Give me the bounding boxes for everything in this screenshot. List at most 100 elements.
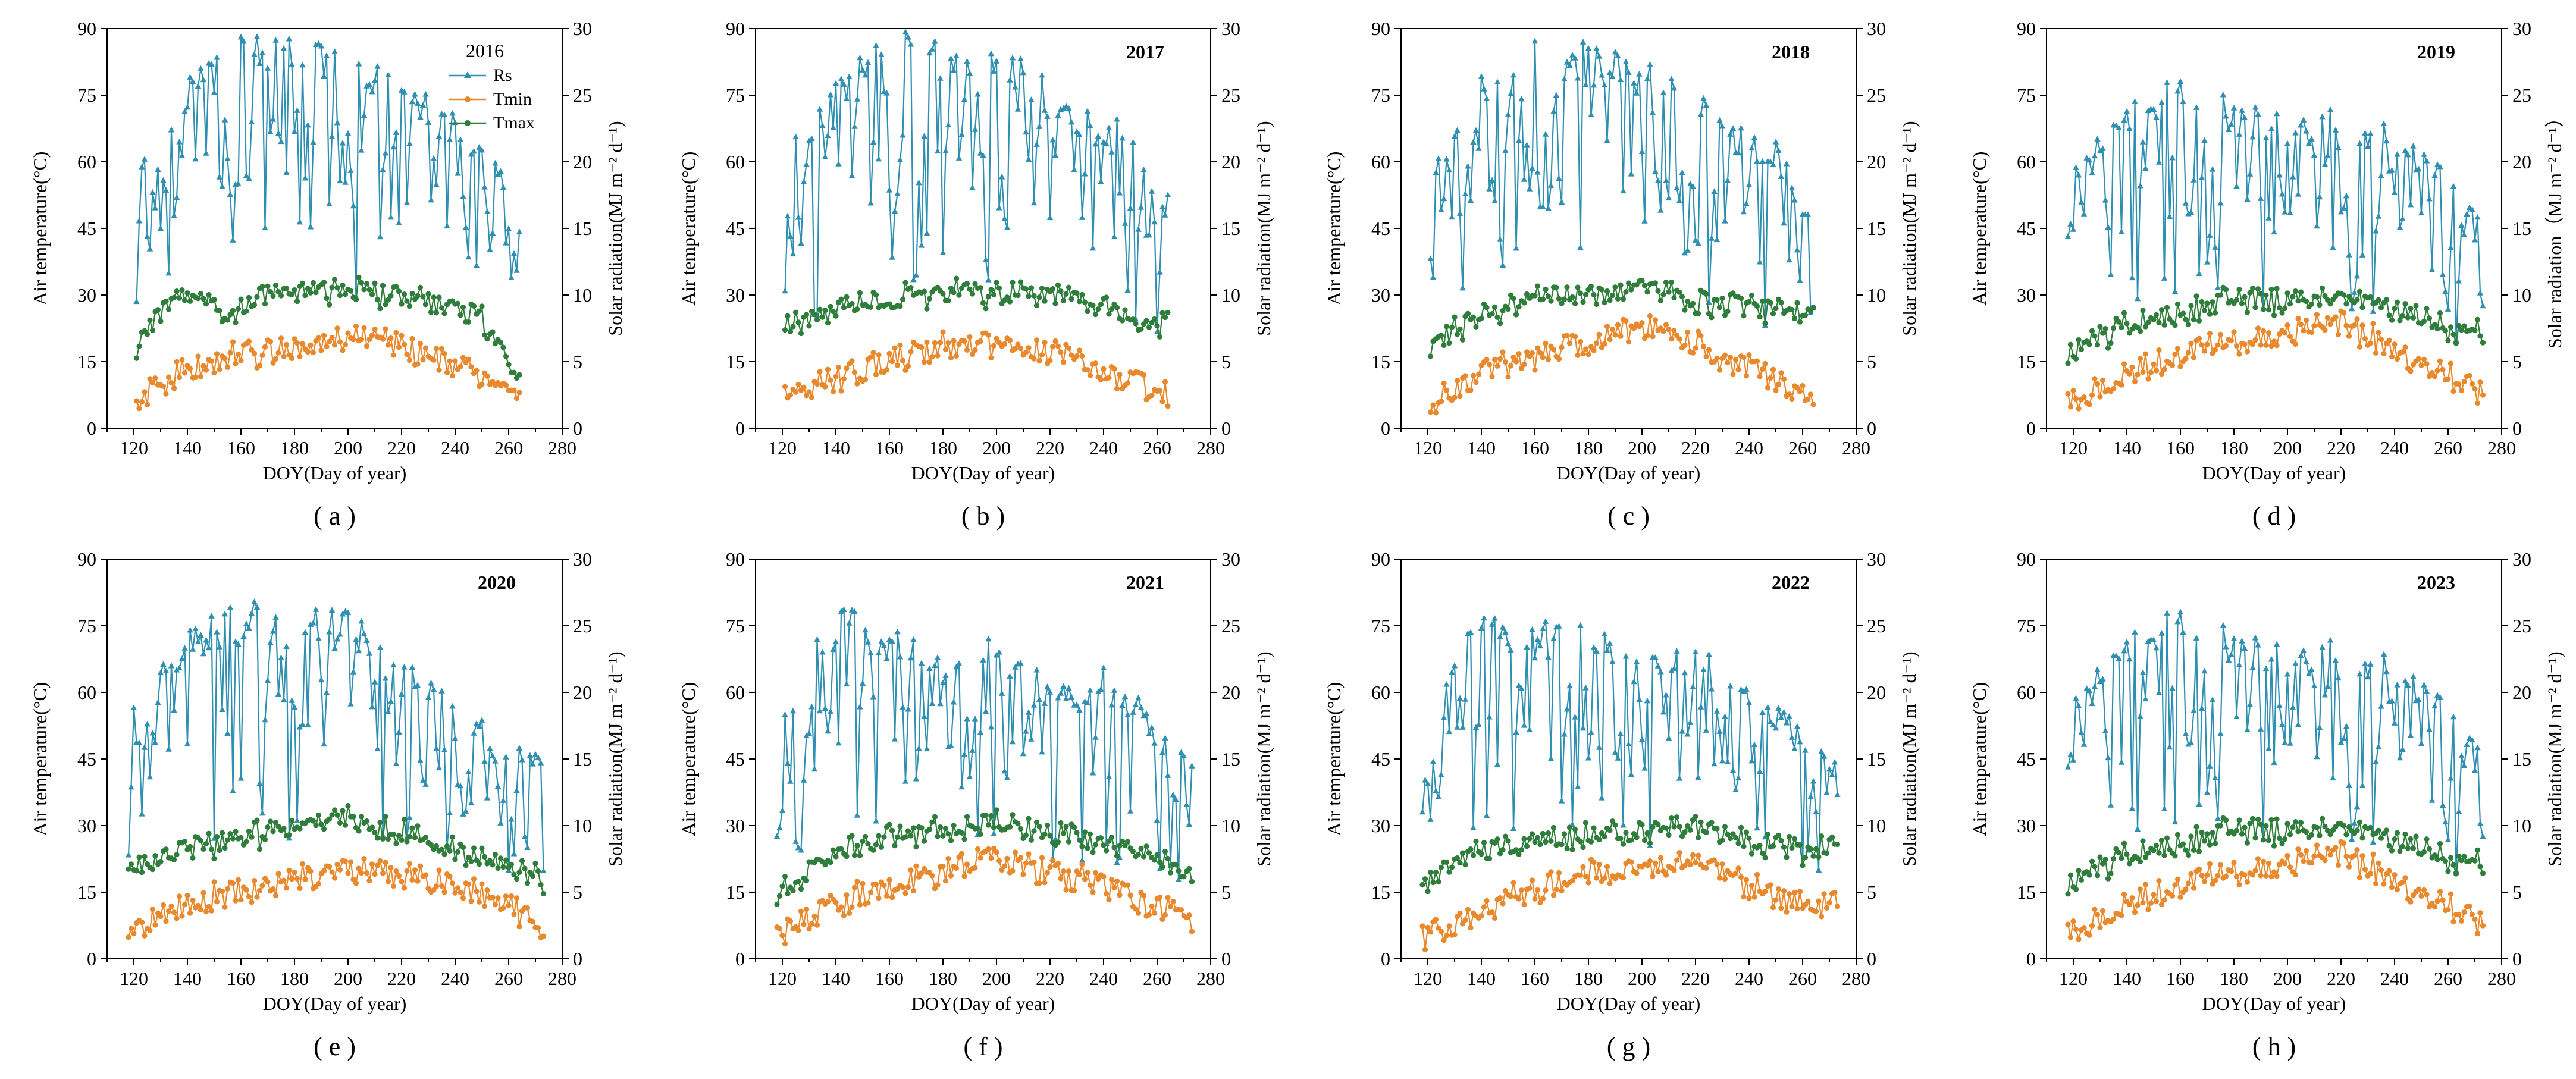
tmin-point: [2274, 343, 2280, 349]
rs-point: [235, 641, 242, 647]
tmin-point: [455, 885, 461, 891]
tmax-point: [1513, 312, 1519, 318]
tmin-point: [404, 868, 410, 874]
tmax-point: [2207, 311, 2213, 317]
rs-point: [510, 850, 518, 857]
rs-point: [1762, 833, 1769, 840]
tmax-point: [224, 837, 231, 843]
rs-point: [1558, 199, 1565, 205]
series-tmin-2016: [133, 323, 522, 412]
rs-point: [1020, 69, 1027, 76]
tmax-point: [270, 293, 276, 299]
tmax-point: [1049, 286, 1056, 292]
tmin-point: [142, 933, 148, 939]
rs-point: [980, 657, 986, 663]
rs-point: [264, 677, 271, 683]
tmin-point: [2402, 344, 2408, 350]
tmax-point: [964, 281, 970, 287]
rs-point: [985, 635, 992, 642]
tmax-point: [1674, 814, 1680, 820]
tmax-point: [217, 308, 222, 314]
rs-point: [1079, 857, 1086, 863]
tmax-point: [857, 852, 863, 858]
x-axis-title: DOY(Day of year): [263, 462, 407, 484]
tmax-point: [1660, 291, 1666, 297]
rs-point: [1756, 768, 1763, 774]
rs-point: [2145, 638, 2152, 644]
series-line-tmax: [1421, 814, 1838, 892]
tmin-point: [2298, 321, 2304, 327]
rs-point: [363, 637, 370, 644]
tmin-point: [795, 381, 801, 387]
tmin-point: [468, 363, 474, 370]
tmin-point: [988, 855, 994, 861]
rs-point: [832, 638, 839, 645]
tmax-point: [187, 843, 193, 849]
tmin-point: [1690, 852, 1696, 858]
tmin-point: [152, 375, 158, 381]
rs-point: [2295, 722, 2302, 727]
tmin-point: [1663, 322, 1669, 328]
tmax-point: [2255, 817, 2261, 823]
rs-point: [535, 754, 541, 760]
tmin-point: [964, 861, 970, 867]
tmax-point: [1709, 820, 1715, 826]
rs-point: [1556, 175, 1562, 181]
tmin-point: [2447, 891, 2454, 897]
tmin-point: [2094, 911, 2101, 918]
tmax-point: [1647, 840, 1653, 846]
rs-point: [2469, 206, 2475, 212]
rs-point: [2105, 754, 2111, 761]
tmin-point: [1671, 328, 1677, 334]
y-tick-label: 0: [1381, 418, 1390, 439]
x-tick-label: 240: [441, 968, 469, 989]
tmin-point: [179, 913, 185, 919]
tmax-point: [881, 834, 887, 840]
tmax-point: [1644, 289, 1650, 295]
tmin-point: [2217, 862, 2224, 868]
rs-point: [1540, 625, 1546, 632]
rs-point: [1748, 145, 1755, 151]
rs-point: [2201, 667, 2208, 674]
rs-point: [2257, 726, 2264, 732]
tmax-point: [302, 293, 308, 299]
legend-swatch-marker: [465, 120, 471, 126]
tmin-point: [2242, 341, 2248, 347]
rs-point: [130, 704, 137, 711]
rs-point: [1609, 73, 1616, 80]
tmax-point: [1462, 862, 1468, 868]
tmax-point: [2105, 876, 2111, 882]
rs-point: [2340, 205, 2347, 211]
rs-point: [2303, 658, 2309, 664]
rs-point: [2214, 284, 2221, 290]
y-tick-label: 0: [2026, 418, 2036, 439]
rs-point: [2348, 836, 2355, 842]
tmin-point: [1510, 880, 1516, 886]
tmin-point: [251, 350, 258, 356]
tmax-point: [438, 305, 445, 311]
tmin-point: [2458, 918, 2465, 924]
tmax-point: [463, 862, 469, 868]
tmin-point: [1789, 904, 1795, 909]
rs-point: [2078, 729, 2085, 735]
tmin-point: [1532, 896, 1538, 902]
tmax-point: [1135, 851, 1142, 858]
tmin-point: [1516, 896, 1522, 902]
rs-point: [489, 230, 496, 236]
tmax-point: [270, 829, 276, 835]
rs-point: [2428, 797, 2436, 803]
tmin-point: [1114, 878, 1120, 884]
rs-point: [2292, 660, 2299, 666]
tmax-point: [2474, 847, 2481, 853]
tmin-point: [1066, 345, 1072, 351]
tmax-point: [774, 901, 780, 907]
tmax-point: [2156, 850, 2162, 856]
tmin-point: [2183, 356, 2189, 362]
tmax-point: [785, 890, 791, 897]
tmax-point: [310, 818, 316, 824]
rs-point: [2089, 700, 2095, 707]
tmax-point: [2472, 327, 2478, 333]
rs-point: [2182, 730, 2189, 736]
tmax-point: [1602, 834, 1607, 840]
tmin-point: [835, 365, 842, 371]
